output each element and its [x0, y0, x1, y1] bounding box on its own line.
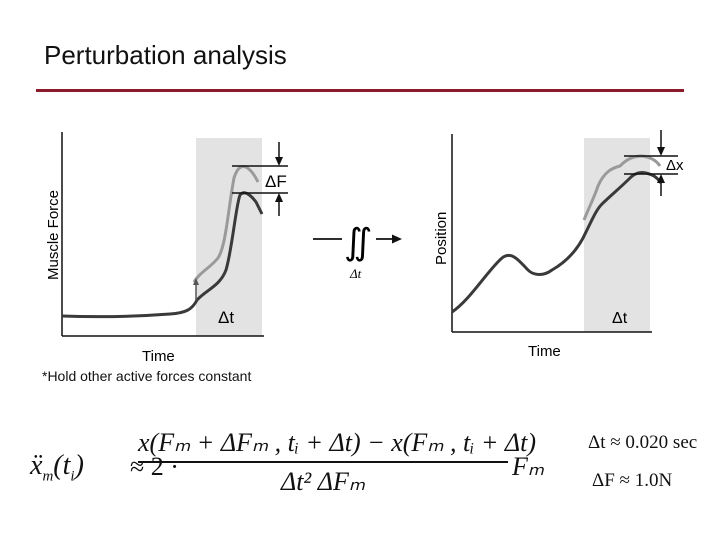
operator-arrowhead — [392, 234, 402, 244]
right-perturbed-trace — [582, 154, 662, 221]
equation-approx: ≈ 2 · — [130, 452, 179, 481]
right-window-shade — [584, 138, 650, 332]
left-window-shade — [196, 138, 262, 336]
fraction-bar — [138, 461, 508, 463]
side-value-dt: Δt ≈ 0.020 sec — [588, 432, 698, 453]
title-underline — [36, 89, 684, 92]
left-window-label: Δt — [218, 308, 234, 327]
left-baseline-trace — [61, 191, 264, 319]
right-baseline-trace — [451, 171, 663, 314]
lhs-symbol: ẍ — [30, 450, 43, 481]
operator-backdrop — [342, 214, 376, 260]
lhs-argument-subscript: i — [70, 468, 75, 485]
left-delta-arrowhead-up — [275, 193, 283, 202]
left-perturbed-trace — [192, 164, 260, 283]
left-x-label: Time — [142, 348, 175, 365]
equation-rhs: Fₘ — [512, 452, 545, 481]
right-delta-arrowhead-down — [657, 147, 665, 156]
equation-fraction: x(Fₘ + ΔFₘ , tᵢ + Δt) − x(Fₘ , tᵢ + Δt) … — [138, 428, 537, 497]
right-window-label: Δt — [612, 310, 628, 327]
operator-label: Δt — [349, 266, 362, 281]
lhs-argument: (t — [53, 450, 71, 481]
right-x-label: Time — [528, 343, 561, 360]
left-delta-label: ΔF — [265, 172, 287, 191]
double-integral-symbol: ∬ — [344, 222, 372, 262]
left-delta-arrowhead-down — [275, 157, 283, 166]
right-y-label: Position — [433, 212, 450, 265]
left-perturb-arrowhead — [193, 278, 199, 285]
right-delta-label: Δx — [666, 157, 684, 174]
slide-title: Perturbation analysis — [44, 40, 287, 70]
equation-lhs: ẍm(ti) — [30, 450, 84, 486]
left-y-label: Muscle Force — [45, 190, 62, 280]
lhs-subscript: m — [42, 468, 54, 485]
lhs-argument-close: ) — [74, 450, 84, 481]
left-plot: ΔF Δt Time Muscle Force — [45, 132, 288, 365]
integral-operator: ∬ Δt — [313, 214, 402, 281]
side-value-dF: ΔF ≈ 1.0N — [592, 470, 673, 491]
equation-numerator: x(Fₘ + ΔFₘ , tᵢ + Δt) − x(Fₘ , tᵢ + Δt) — [138, 428, 537, 457]
equation-denominator: Δt² ΔFₘ — [280, 467, 366, 496]
right-plot: Δx Δt Time Position — [433, 130, 684, 360]
right-delta-arrowhead-up — [657, 174, 665, 183]
footnote: *Hold other active forces constant — [42, 368, 252, 384]
